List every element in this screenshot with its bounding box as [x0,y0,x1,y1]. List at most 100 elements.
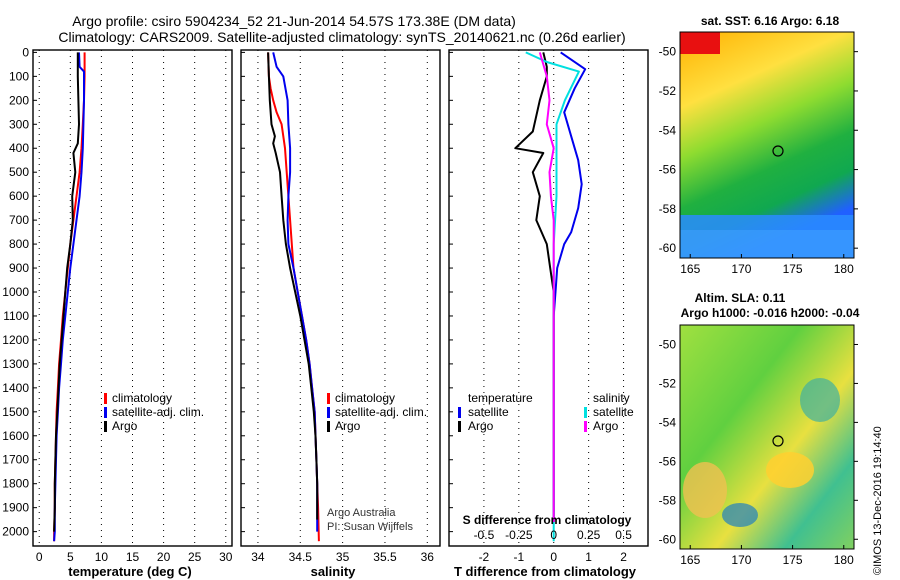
series-line-climatology [53,52,86,542]
map-lat-label: -58 [659,493,677,507]
legend-s-argo-swatch [584,421,587,432]
series-line-temperature-satellite [552,51,587,522]
legend-argo-label: Argo [112,419,138,433]
sst-map: 165 170 175 180 -50 -52 -54 -56 -58 -60 [659,31,858,276]
legend-s-satellite-label: satellite [593,405,634,419]
series-line-climatology [267,52,320,542]
map-lat-label: -58 [659,202,677,216]
legend-temperature: climatology satellite-adj. clim. Argo [104,391,204,433]
depth-tick-label: 200 [9,93,29,107]
x-tick-label: -1 [513,550,524,564]
x-tick-label: 34.5 [289,550,313,564]
legend-salinity: climatology satellite-adj. clim. Argo [327,391,427,433]
depth-tick-label: 1600 [2,429,29,443]
map-lat-label: -60 [659,532,677,546]
sla-map: 165 170 175 180 -50 -52 -54 -56 -58 -60 [659,324,858,567]
x-tick-label: 35 [336,550,350,564]
temperature-xlabel: temperature (deg C) [68,564,192,579]
credit-line-2: PI: Susan Wijffels [327,521,413,533]
map-lat-label: -60 [659,241,677,255]
depth-tick-label: 300 [9,117,29,131]
sla-high-patch-2 [766,452,814,488]
depth-tick-label: 1400 [2,381,29,395]
x-tick-label: 15 [126,550,140,564]
x-tick-label: 2 [620,550,627,564]
legend-argo-label: Argo [335,419,361,433]
legend-t-satellite-swatch [458,407,461,418]
s-difference-tick-labels: -0.5 -0.25 0 0.25 0.5 [474,528,633,542]
depth-tick-label: 600 [9,189,29,203]
title-line-2: Climatology: CARS2009. Satellite-adjuste… [58,29,625,45]
legend-temperature-heading: temperature [468,391,533,405]
map-lon-label: 170 [731,262,751,276]
x-tick-label: 5 [67,550,74,564]
sst-map-title: sat. SST: 6.16 Argo: 6.18 [701,14,840,28]
legend-climatology-swatch [327,393,330,404]
x-tick-label: 10 [95,550,109,564]
title-line-1: Argo profile: csiro 5904234_52 21-Jun-20… [72,13,516,29]
depth-tick-label: 1200 [2,333,29,347]
x-tick-label: 0 [550,550,557,564]
map-lat-label: -50 [659,337,677,351]
map-lat-label: -54 [659,415,677,429]
x-tick-label: 35.5 [373,550,397,564]
x-tick-label: 1 [585,550,592,564]
sla-map-title-1: Altim. SLA: 0.11 [695,291,786,305]
difference-panel: -2 -1 0 1 2 [448,49,649,564]
legend-t-argo-swatch [458,421,461,432]
x2-tick-label: -0.5 [474,528,495,542]
map-lon-label: 165 [680,553,700,567]
depth-tick-label: 800 [9,237,29,251]
argo-location-marker [772,435,784,447]
legend-t-satellite-label: satellite [468,405,509,419]
depth-tick-label: 1800 [2,477,29,491]
x-tick-label: 25 [188,550,202,564]
sst-map-frame [679,31,855,259]
legend-argo-swatch [327,421,330,432]
sla-map-title-2: Argo h1000: -0.016 h2000: -0.04 [681,306,860,320]
sla-low-patch [722,503,758,527]
depth-tick-label: 0 [22,45,29,59]
map-lat-label: -52 [659,376,677,390]
depth-tick-label: 100 [9,69,29,83]
sla-map-frame [679,324,855,550]
legend-s-argo-label: Argo [593,419,619,433]
legend-climatology-swatch [104,393,107,404]
depth-tick-label: 700 [9,213,29,227]
depth-tick-label: 1000 [2,285,29,299]
depth-tick-label: 1300 [2,357,29,371]
map-lon-label: 180 [834,553,854,567]
map-lat-label: -56 [659,454,677,468]
legend-difference: temperature satellite Argo salinity sate… [458,391,634,433]
depth-tick-label: 2000 [2,525,29,539]
map-lon-label: 175 [783,262,803,276]
salinity-axes-frame [240,49,441,547]
x2-tick-label: 0.25 [577,528,601,542]
x-tick-label: 36 [421,550,435,564]
difference-xlabel-2: S difference from climatology [463,513,632,527]
x-tick-label: 20 [157,550,171,564]
legend-satellite-swatch [104,407,107,418]
series-line-argo [53,52,80,532]
depth-tick-label: 900 [9,261,29,275]
depth-tick-label: 1700 [2,453,29,467]
map-lat-label: -54 [659,123,677,137]
x-tick-label: 0 [36,550,43,564]
legend-climatology-label: climatology [112,391,172,405]
map-lat-label: -52 [659,84,677,98]
x-tick-label: 30 [219,550,233,564]
depth-tick-label: 1100 [3,309,29,323]
sst-cold-band-2 [680,230,854,258]
depth-tick-labels: 0 100 200 300 400 500 600 700 800 900 1000 1100 1200… [2,45,29,538]
x2-tick-label: 0.5 [615,528,632,542]
map-lon-label: 165 [680,262,700,276]
x2-tick-label: -0.25 [505,528,533,542]
sst-warm-patch [680,32,720,54]
depth-tick-label: 1900 [2,501,29,515]
legend-s-satellite-swatch [584,407,587,418]
map-lon-label: 180 [834,262,854,276]
difference-axes-frame [448,49,649,547]
argo-location-marker [772,145,784,157]
legend-salinity-heading: salinity [593,391,630,405]
